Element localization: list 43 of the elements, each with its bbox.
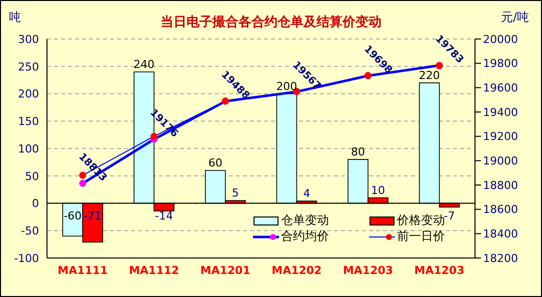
data-label: 4 — [303, 187, 310, 200]
y-axis-title: 吨 — [9, 9, 21, 26]
data-label: 5 — [232, 186, 239, 200]
legend-label: 仓单变动 — [281, 213, 329, 228]
y-tick-label: 100 — [18, 142, 39, 156]
data-label: 80 — [351, 145, 366, 158]
y-tick-label: 150 — [18, 115, 39, 128]
data-label: -14 — [155, 209, 174, 222]
x-tick-label: MA1203 — [414, 264, 464, 277]
x-tick-label: MA1112 — [128, 264, 180, 277]
legend-label: 合约均价 — [281, 229, 329, 244]
y-tick-label: -50 — [21, 224, 39, 238]
data-label: 220 — [418, 68, 440, 82]
y2-tick-label: 20000 — [483, 32, 518, 46]
data-label: -71 — [84, 209, 102, 222]
data-label: -7 — [444, 209, 455, 222]
y2-tick-label: 19600 — [483, 82, 518, 95]
data-label: 10 — [371, 184, 386, 197]
y-tick-label: 0 — [32, 197, 39, 210]
x-tick-label: MA1203 — [342, 264, 394, 277]
y2-tick-label: 19400 — [483, 106, 518, 119]
data-label: 60 — [208, 156, 222, 170]
x-tick-label: MA1111 — [58, 264, 108, 277]
y2-tick-label: 18800 — [483, 178, 518, 192]
x-tick-label: MA1202 — [272, 264, 322, 277]
data-label: 240 — [134, 58, 155, 71]
y2-axis-title: 元/吨 — [500, 9, 529, 26]
y-tick-label: 50 — [25, 170, 39, 183]
data-label: -60 — [64, 209, 82, 222]
y2-tick-label: 18400 — [483, 228, 518, 241]
y2-tick-label: 18200 — [483, 252, 518, 265]
y2-tick-label: 19200 — [483, 130, 518, 144]
y-tick-label: -100 — [14, 252, 39, 265]
y-tick-label: 300 — [18, 32, 39, 46]
chart-title: 当日电子撮合各合约仓单及结算价变动 — [160, 15, 382, 30]
legend-label: 前一日价 — [397, 229, 445, 244]
y-tick-label: 250 — [18, 60, 39, 74]
x-tick-label: MA1201 — [200, 264, 250, 277]
y2-tick-label: 18600 — [483, 203, 518, 216]
y-tick-label: 200 — [18, 88, 39, 101]
y2-tick-label: 19000 — [483, 154, 518, 168]
legend-label: 价格变动 — [397, 213, 445, 228]
y2-tick-label: 19800 — [483, 57, 518, 70]
